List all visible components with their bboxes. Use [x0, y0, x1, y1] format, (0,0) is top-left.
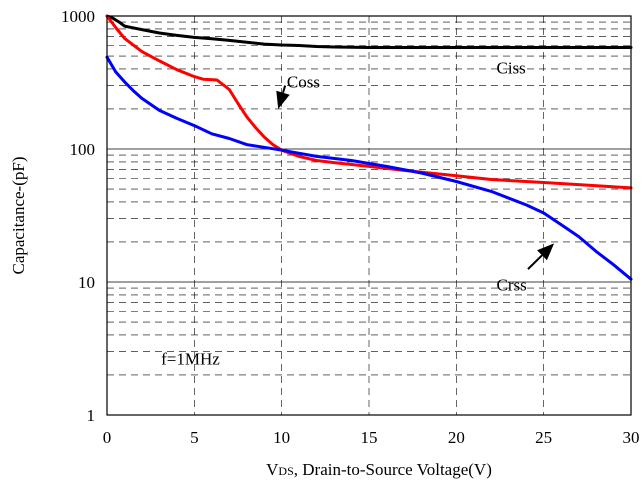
y-tick-label: 100	[70, 140, 96, 159]
x-tick-label: 30	[623, 428, 640, 447]
annotations: Coss Ciss Crss f=1MHz	[161, 58, 555, 368]
y-tick-label: 10	[78, 273, 95, 292]
y-axis-title: Capacitance-(pF)	[9, 157, 28, 275]
series-group	[105, 14, 633, 281]
annotation-arrow-head	[537, 243, 555, 261]
annotation-arrow-head	[276, 90, 290, 109]
grid	[107, 16, 631, 415]
x-axis-title-prefix: V	[266, 460, 279, 479]
x-tick-label: 25	[535, 428, 552, 447]
plot-frame	[106, 15, 632, 416]
x-axis-title-subscript: DS	[278, 464, 293, 478]
y-tick-label: 1	[87, 406, 96, 425]
x-tick-labels: 0 5 10 15 20 25 30	[103, 428, 640, 447]
annotation-f-1mhz: f=1MHz	[161, 349, 220, 368]
series-line-ciss	[105, 14, 633, 49]
x-axis-title: VDS, Drain-to-Source Voltage(V)	[266, 460, 492, 479]
x-tick-label: 0	[103, 428, 112, 447]
series-line-coss	[105, 14, 633, 190]
y-tick-labels: 1 10 100 1000	[61, 7, 95, 425]
y-tick-label: 1000	[61, 7, 95, 26]
annotation-ciss: Ciss	[497, 58, 526, 77]
x-tick-label: 10	[273, 428, 290, 447]
annotation-arrow-shaft	[527, 254, 543, 270]
x-tick-label: 5	[190, 428, 199, 447]
x-tick-label: 20	[448, 428, 465, 447]
series-line-crss	[105, 55, 633, 281]
x-axis-title-suffix: , Drain-to-Source Voltage(V)	[294, 460, 492, 479]
annotation-arrow-shaft	[282, 85, 287, 93]
annotation-coss: Coss	[287, 73, 320, 92]
x-tick-label: 15	[361, 428, 378, 447]
annotation-crss: Crss	[497, 276, 527, 295]
